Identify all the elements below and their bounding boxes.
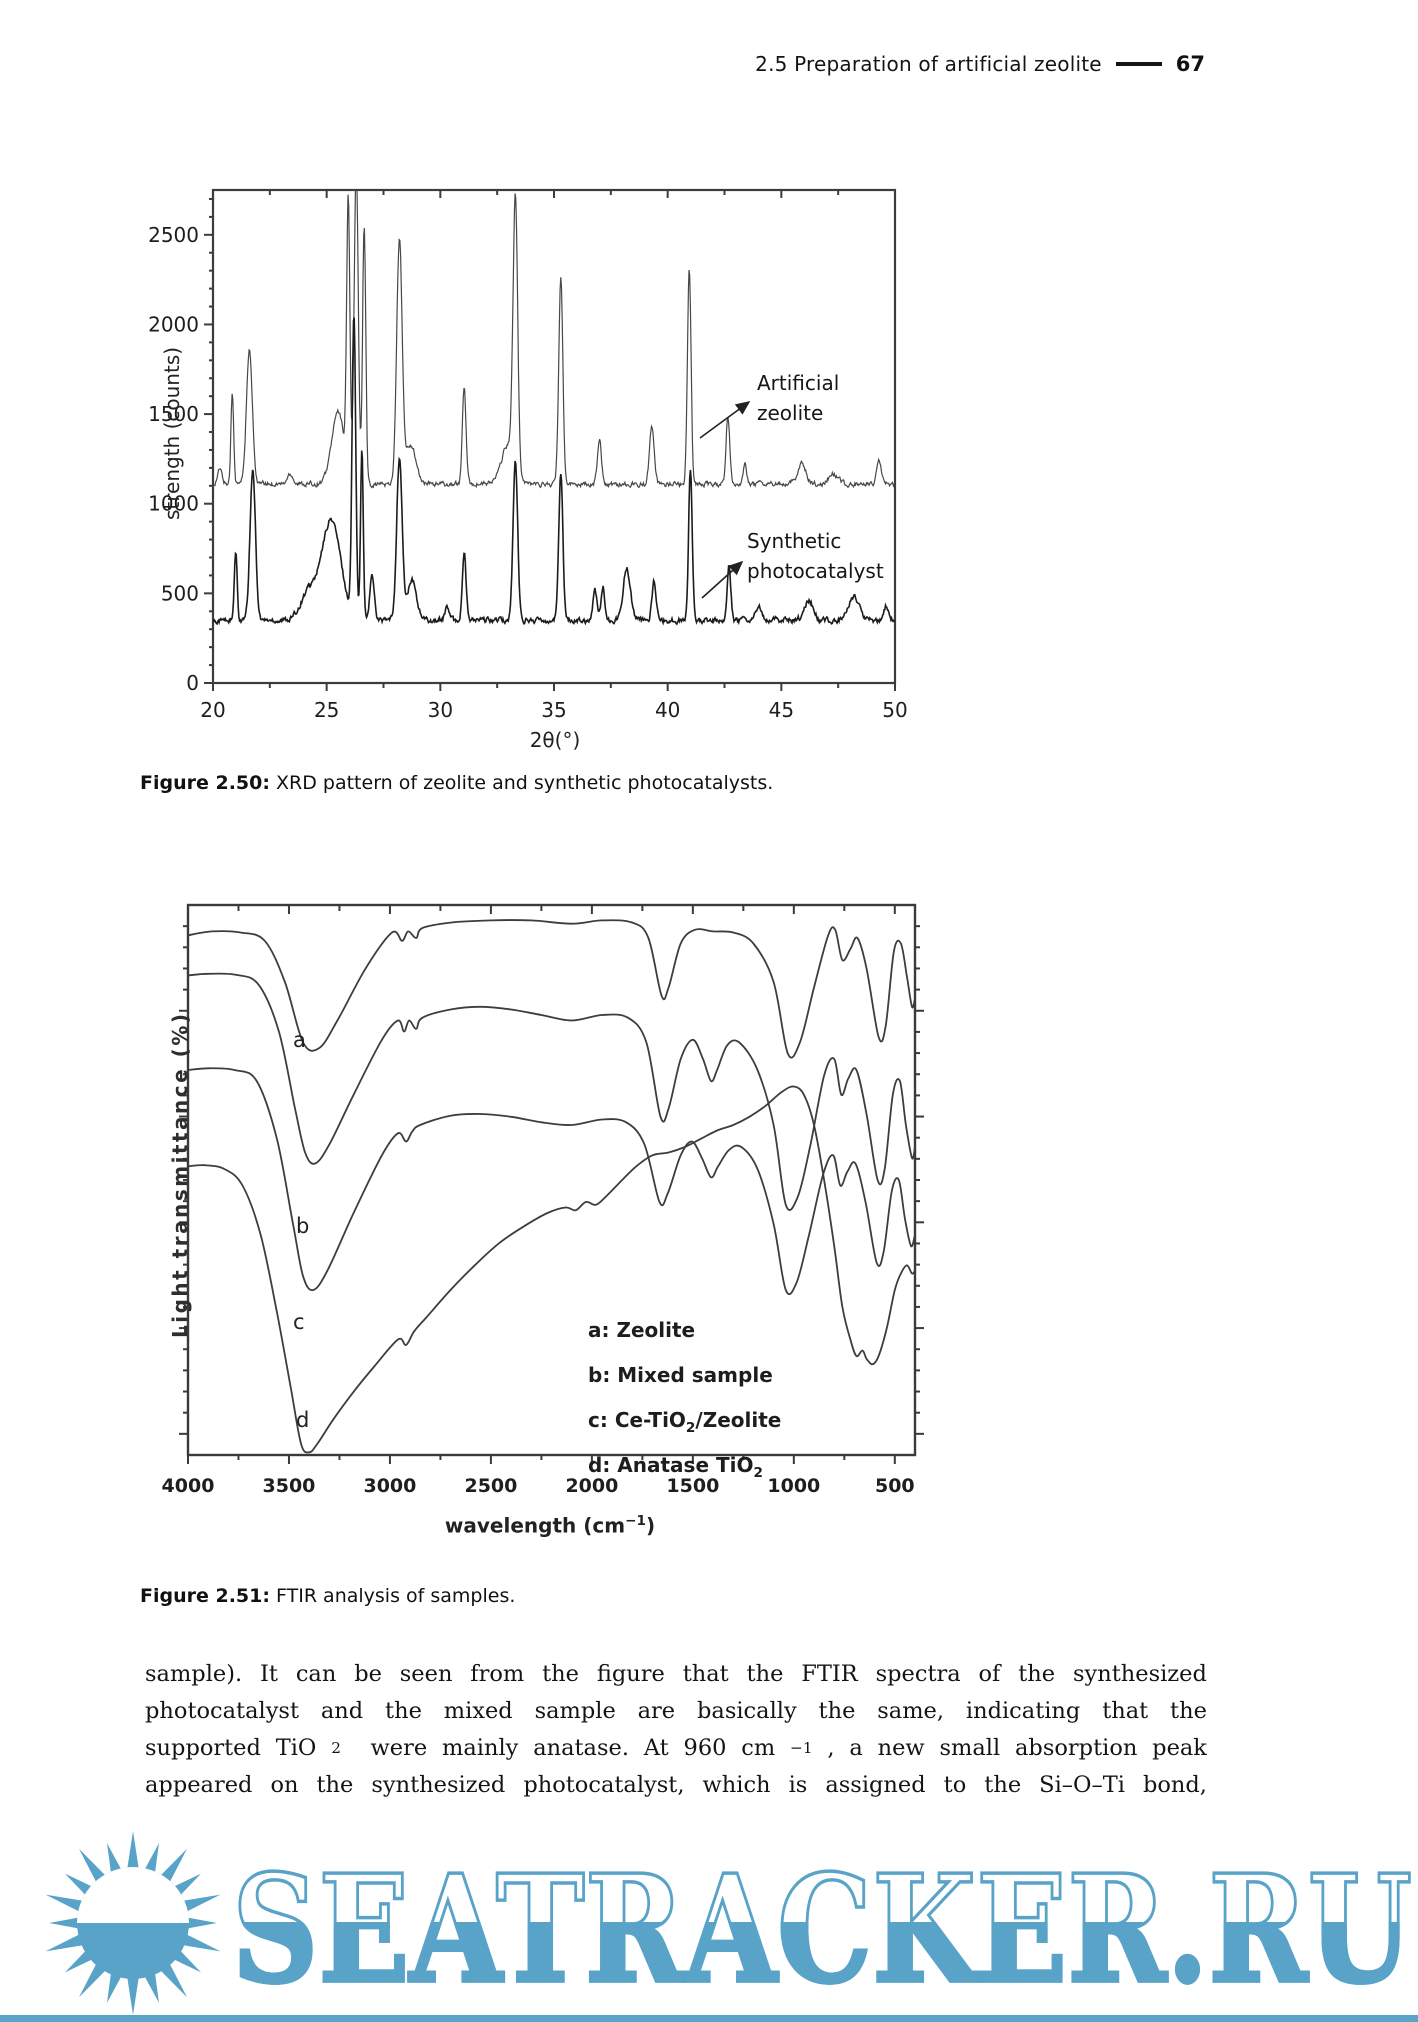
xrd-y-axis-label: strength (counts) <box>160 346 184 520</box>
svg-text:2500: 2500 <box>148 223 199 247</box>
annotation-synthetic-photocatalyst: Synthetic photocatalyst <box>747 529 884 583</box>
page-header: 2.5 Preparation of artificial zeolite 67 <box>755 52 1205 76</box>
ftir-y-axis-label: Light transmittance (%) <box>168 1011 192 1339</box>
svg-text:3500: 3500 <box>263 1475 316 1497</box>
sun-logo <box>45 1831 221 2015</box>
svg-text:1500: 1500 <box>148 402 199 426</box>
body-line: sample). It can be seen from the figure that the F… <box>145 1661 1207 1687</box>
page-number: 67 <box>1175 52 1205 76</box>
watermark-text: SEATRACKER.RU SEATRACKER.RU <box>230 1845 1414 2007</box>
svg-text:500: 500 <box>875 1475 915 1497</box>
svg-text:40: 40 <box>655 698 680 722</box>
body-line: supported TiO 2 were mainly anatase. At 960 cm −1… <box>145 1735 1207 1761</box>
svg-text:45: 45 <box>769 698 794 722</box>
svg-text:2000: 2000 <box>148 312 199 336</box>
figure-2-50-caption: Figure 2.50: XRD pattern of zeolite and … <box>140 772 773 794</box>
body-line: photocatalyst and the mixed sample are basical… <box>145 1698 1207 1724</box>
caption-label: Figure 2.51: <box>140 1585 270 1607</box>
svg-text:1000: 1000 <box>767 1475 820 1497</box>
ftir-legend: a: Zeolite b: Mixed sample c: Ce-TiO2/Zeol… <box>588 1314 781 1494</box>
curve-label-a: a <box>293 1028 306 1052</box>
svg-text:4000: 4000 <box>162 1475 215 1497</box>
svg-text:1500: 1500 <box>666 1475 719 1497</box>
svg-text:0: 0 <box>186 671 199 695</box>
svg-text:2000: 2000 <box>565 1475 618 1497</box>
caption-text: XRD pattern of zeolite and synthetic pho… <box>269 772 774 794</box>
svg-text:50: 50 <box>882 698 907 722</box>
caption-label: Figure 2.50: <box>140 772 270 794</box>
svg-text:30: 30 <box>428 698 453 722</box>
legend-entry: d: Anatase TiO2 <box>588 1453 763 1481</box>
legend-entry: b: Mixed sample <box>588 1363 773 1387</box>
body-paragraph: sample). It can be seen from the figure that the F… <box>145 1656 1207 1804</box>
legend-entry: a: Zeolite <box>588 1318 696 1342</box>
svg-text:1000: 1000 <box>148 492 199 516</box>
ftir-x-axis-label: wavelength (cm−1) <box>444 1513 656 1538</box>
watermark-bottom-rule <box>0 2015 1418 2022</box>
curve-label-b: b <box>296 1214 310 1238</box>
section-title: 2.5 Preparation of artificial zeolite <box>755 52 1102 76</box>
svg-text:25: 25 <box>314 698 339 722</box>
header-rule <box>1115 62 1162 66</box>
svg-text:SEATRACKER.RU: SEATRACKER.RU <box>232 1845 1412 2007</box>
curve-label-c: c <box>293 1310 305 1334</box>
legend-entry: c: Ce-TiO2/Zeolite <box>588 1408 782 1436</box>
figure-2-51-caption: Figure 2.51: FTIR analysis of samples. <box>140 1585 515 1607</box>
svg-text:2500: 2500 <box>464 1475 517 1497</box>
svg-text:500: 500 <box>161 581 199 605</box>
body-line: appeared on the synthesized photocatalyst, wh… <box>145 1772 1207 1798</box>
curve-label-d: d <box>296 1408 310 1432</box>
svg-text:3000: 3000 <box>363 1475 416 1497</box>
svg-text:35: 35 <box>541 698 566 722</box>
annotation-artificial-zeolite: Artificial zeolite <box>757 371 840 425</box>
xrd-x-axis-label: 2θ(°) <box>529 728 581 752</box>
svg-text:SEATRACKER.RU: SEATRACKER.RU <box>232 1845 1412 2007</box>
caption-text: FTIR analysis of samples. <box>269 1585 516 1607</box>
ftir-chart: 4000 3500 3000 2500 2000 1500 1000 500 <box>162 903 924 1497</box>
svg-text:20: 20 <box>200 698 225 722</box>
